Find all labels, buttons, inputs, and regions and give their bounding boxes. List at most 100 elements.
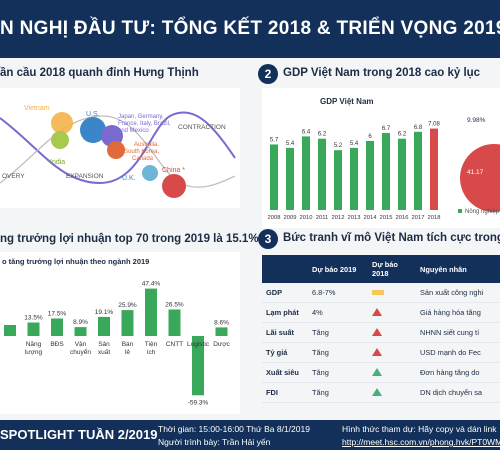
macro-row: Xuất siêu Tăng Đơn hàng tăng do <box>262 362 500 383</box>
india-bubble <box>51 131 69 149</box>
label-uk: U.K. <box>122 175 136 182</box>
profit-bar <box>51 318 63 336</box>
macro-row: Tỷ giá Tăng USD mạnh do Fec <box>262 342 500 363</box>
profit-bar-value: 19.1% <box>95 309 114 316</box>
gdp-year-label: 2011 <box>316 215 328 221</box>
profit-category-label: xuất <box>98 347 110 356</box>
profit-category-label: Vận <box>75 341 87 348</box>
uk-bubble <box>142 165 158 181</box>
macro-row-forecast-2019: 6.8-7% <box>308 283 368 303</box>
gdp-bar <box>430 128 438 210</box>
profit-chart: o tăng trưởng lợi nhuận theo ngành 2019 … <box>2 257 231 406</box>
header-empty <box>262 255 308 283</box>
macro-row-label: Tỷ giá <box>262 342 308 363</box>
section-1-title: ần cầu 2018 quanh đỉnh Hưng Thịnh <box>0 67 199 79</box>
label-vietnam: Vietnam <box>24 105 50 112</box>
profit-category-label: lượng <box>25 349 43 356</box>
section-2-title: GDP Việt Nam trong 2018 cao kỷ lục <box>283 67 481 79</box>
footer: SPOTLIGHT TUẦN 2/2019 Thời gian: 15:00-1… <box>0 420 500 450</box>
profit-bar <box>4 325 16 336</box>
gdp-pie-slice-large <box>460 144 500 212</box>
gdp-year-label: 2017 <box>412 215 425 221</box>
profit-chart-title: o tăng trưởng lợi nhuận theo ngành 2019 <box>2 257 149 266</box>
up-arrow-red-icon <box>372 347 382 356</box>
gdp-bar-value: 6.8 <box>414 125 423 131</box>
macro-row-forecast-2019: Tăng <box>308 362 368 383</box>
gdp-bar-value: 6.2 <box>318 132 327 138</box>
profit-category-label: chuyển <box>70 348 91 356</box>
macro-row: Lãi suất Tăng NHNN siết cung tí <box>262 322 500 343</box>
up-arrow-green-icon <box>372 367 382 376</box>
event-time: Thời gian: 15:00-16:00 Thứ Ba 8/1/2019 <box>158 424 310 434</box>
macro-table: Dự báo 2019 Dự báo 2018 Nguyên nhân GDP 6… <box>262 255 500 403</box>
macro-row-trend <box>368 382 416 403</box>
gdp-bar-value: 5.4 <box>286 141 295 147</box>
section-3-title: ng trưởng lợi nhuận top 70 trong 2019 là… <box>0 233 259 245</box>
profit-bar-value: 25.9% <box>118 302 137 309</box>
cycle-curve <box>0 111 236 185</box>
spotlight-title: SPOTLIGHT TUẦN 2/2019 <box>0 427 158 442</box>
label-india: India <box>50 159 65 166</box>
gdp-year-label: 2010 <box>300 215 313 221</box>
profit-bar <box>98 316 110 336</box>
gdp-bar-value: 6 <box>368 134 372 140</box>
gdp-year-label: 2016 <box>396 215 409 221</box>
macro-table-header: Dự báo 2019 Dự báo 2018 Nguyên nhân <box>262 255 500 283</box>
macro-row-reason: Sản xuất công nghi <box>416 283 500 303</box>
gdp-bar-value: 5.4 <box>350 141 359 147</box>
profit-bar <box>192 336 204 396</box>
gdp-chart: GDP Việt Nam 9.98% 41.17 Nông nghiệp 5.7… <box>268 97 500 221</box>
profit-bar <box>27 322 40 336</box>
profit-bar <box>121 310 134 336</box>
profit-bar-value: 17.5% <box>48 311 67 318</box>
gdp-bar-value: 6.2 <box>398 132 407 138</box>
gdp-bar <box>302 136 310 210</box>
label-us: U.S. <box>86 111 100 118</box>
gdp-year-label: 2012 <box>332 215 345 221</box>
profit-bar <box>168 309 181 336</box>
phase-contraction: CONTRACTION <box>178 124 226 131</box>
macro-row-forecast-2019: Tăng <box>308 342 368 363</box>
page-title: N NGHỊ ĐẦU TƯ: TỔNG KẾT 2018 & TRIỂN VỌN… <box>0 18 500 39</box>
us-bubble <box>80 117 106 143</box>
up-arrow-red-icon <box>372 327 382 336</box>
macro-row-label: Lãi suất <box>262 322 308 343</box>
macro-row-label: GDP <box>262 283 308 303</box>
macro-row-reason: USD mạnh do Fec <box>416 342 500 363</box>
event-presenter: Người trình bày: Trần Hải yến <box>158 437 271 447</box>
phase-expansion: EXPANSION <box>66 173 104 180</box>
australia-bubble <box>107 141 125 159</box>
profit-bar-value: 8.9% <box>73 319 88 326</box>
macro-row-reason: NHNN siết cung tí <box>416 322 500 343</box>
label-japan: Japan, Germany, France, Italy, Brazil, and… <box>118 114 171 134</box>
gdp-chart-title: GDP Việt Nam <box>320 97 374 106</box>
macro-row-trend <box>368 283 416 303</box>
gdp-bar-value: 6.7 <box>382 126 391 132</box>
gdp-panel: GDP Việt Nam 9.98% 41.17 Nông nghiệp 5.7… <box>262 88 500 228</box>
profit-bar <box>215 327 228 336</box>
macro-row-reason: Giá hàng hóa tăng <box>416 302 500 323</box>
gdp-pie-label-1: 9.98% <box>467 117 486 124</box>
profit-category-label: CNTT <box>166 341 183 348</box>
macro-row-label: FDI <box>262 382 308 403</box>
profit-category-label: Năng <box>26 341 42 348</box>
vietnam-bubble <box>51 112 73 134</box>
gdp-bar <box>414 131 422 210</box>
profit-category-label: ích <box>147 349 156 356</box>
profit-category-label: lẻ <box>125 349 130 356</box>
macro-row-forecast-2019: 4% <box>308 302 368 323</box>
gdp-pie-label-2: 41.17 <box>467 169 484 176</box>
profit-panel: o tăng trưởng lợi nhuận theo ngành 2019 … <box>0 252 240 414</box>
cycle-curve-secondary <box>0 115 236 188</box>
macro-row-label: Lạm phát <box>262 302 308 323</box>
section-4-badge: 3 <box>258 229 278 249</box>
macro-row-reason: Đơn hàng tăng do <box>416 362 500 383</box>
phase-recovery: OVERY <box>2 173 25 180</box>
join-link[interactable]: http://meet.hsc.com.vn/phong.hvk/PT0WM <box>342 437 500 447</box>
gdp-year-label: 2008 <box>268 215 281 221</box>
label-china: China * <box>162 167 185 174</box>
gdp-year-label: 2013 <box>348 215 361 221</box>
gdp-bar <box>350 147 358 210</box>
china-bubble <box>162 174 186 198</box>
macro-row-reason: DN dịch chuyển sa <box>416 382 500 403</box>
